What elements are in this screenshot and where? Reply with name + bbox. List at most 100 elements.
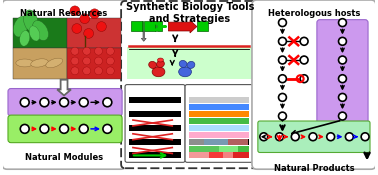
Circle shape — [60, 98, 68, 107]
Circle shape — [300, 75, 308, 83]
Ellipse shape — [33, 20, 48, 40]
Circle shape — [94, 57, 102, 65]
Circle shape — [279, 37, 287, 45]
Circle shape — [260, 133, 268, 141]
Text: Natural Modules: Natural Modules — [25, 153, 103, 162]
Bar — [223, 152, 233, 158]
Circle shape — [300, 37, 308, 45]
Text: Natural Products: Natural Products — [274, 164, 354, 173]
Circle shape — [279, 75, 287, 83]
Circle shape — [339, 93, 346, 101]
Bar — [13, 48, 67, 79]
FancyBboxPatch shape — [2, 0, 126, 169]
Ellipse shape — [149, 61, 156, 68]
Circle shape — [276, 133, 284, 141]
Bar — [189, 125, 249, 131]
Bar — [129, 139, 181, 145]
Bar — [67, 48, 121, 79]
Text: Natural Resources: Natural Resources — [20, 9, 108, 18]
Circle shape — [339, 19, 346, 27]
Ellipse shape — [179, 60, 187, 67]
Circle shape — [339, 112, 346, 120]
Circle shape — [345, 133, 353, 141]
Ellipse shape — [29, 26, 40, 41]
Text: Synthetic Biology Tools
and Strategies: Synthetic Biology Tools and Strategies — [126, 2, 254, 24]
Bar — [204, 139, 228, 145]
Circle shape — [83, 67, 91, 75]
FancyArrow shape — [57, 80, 71, 95]
Ellipse shape — [31, 59, 48, 67]
Circle shape — [103, 98, 112, 107]
Circle shape — [106, 47, 114, 55]
Circle shape — [84, 29, 94, 38]
Bar — [209, 152, 223, 158]
Bar — [189, 97, 249, 103]
Text: Heterologous hosts: Heterologous hosts — [268, 9, 360, 18]
FancyArrow shape — [168, 20, 197, 33]
FancyArrow shape — [141, 32, 146, 41]
Bar — [129, 111, 181, 117]
Ellipse shape — [179, 67, 192, 77]
Bar — [129, 152, 181, 158]
Circle shape — [79, 98, 88, 107]
FancyBboxPatch shape — [8, 115, 122, 143]
FancyBboxPatch shape — [121, 1, 259, 168]
Bar — [127, 47, 253, 79]
FancyArrow shape — [257, 63, 310, 108]
Circle shape — [70, 6, 80, 16]
Circle shape — [361, 133, 369, 141]
Circle shape — [71, 47, 79, 55]
FancyBboxPatch shape — [317, 20, 368, 134]
Ellipse shape — [152, 67, 165, 77]
Circle shape — [40, 124, 49, 133]
Circle shape — [83, 47, 91, 55]
Circle shape — [279, 56, 287, 64]
Circle shape — [103, 124, 112, 133]
Circle shape — [279, 93, 287, 101]
Bar — [189, 111, 249, 117]
Bar — [156, 21, 163, 32]
Bar — [129, 146, 181, 152]
Ellipse shape — [23, 10, 38, 31]
FancyBboxPatch shape — [185, 85, 253, 162]
Bar — [189, 146, 249, 152]
Circle shape — [90, 9, 99, 19]
Bar — [129, 132, 181, 138]
Ellipse shape — [16, 59, 34, 67]
Bar — [129, 97, 181, 103]
Ellipse shape — [20, 31, 30, 46]
Bar — [218, 146, 238, 152]
Bar — [189, 104, 249, 110]
Circle shape — [40, 98, 49, 107]
Circle shape — [80, 14, 90, 24]
FancyBboxPatch shape — [125, 85, 185, 162]
Ellipse shape — [46, 58, 63, 68]
Circle shape — [279, 19, 287, 27]
Bar — [189, 152, 209, 158]
Ellipse shape — [158, 58, 163, 62]
Bar — [189, 118, 249, 124]
Circle shape — [79, 124, 88, 133]
Bar — [131, 21, 143, 32]
Circle shape — [71, 67, 79, 75]
Bar — [228, 139, 248, 145]
Bar — [189, 139, 204, 145]
Circle shape — [60, 124, 68, 133]
Bar — [189, 146, 218, 152]
Bar — [129, 125, 181, 131]
Circle shape — [96, 22, 106, 32]
Circle shape — [20, 98, 29, 107]
Bar — [129, 118, 181, 124]
Circle shape — [279, 112, 287, 120]
Bar — [67, 18, 121, 48]
Circle shape — [309, 133, 317, 141]
Circle shape — [94, 47, 102, 55]
Circle shape — [327, 133, 335, 141]
Circle shape — [339, 37, 346, 45]
Ellipse shape — [187, 61, 195, 68]
Circle shape — [83, 57, 91, 65]
Circle shape — [20, 124, 29, 133]
Circle shape — [94, 67, 102, 75]
FancyBboxPatch shape — [8, 89, 122, 116]
FancyBboxPatch shape — [252, 0, 376, 169]
